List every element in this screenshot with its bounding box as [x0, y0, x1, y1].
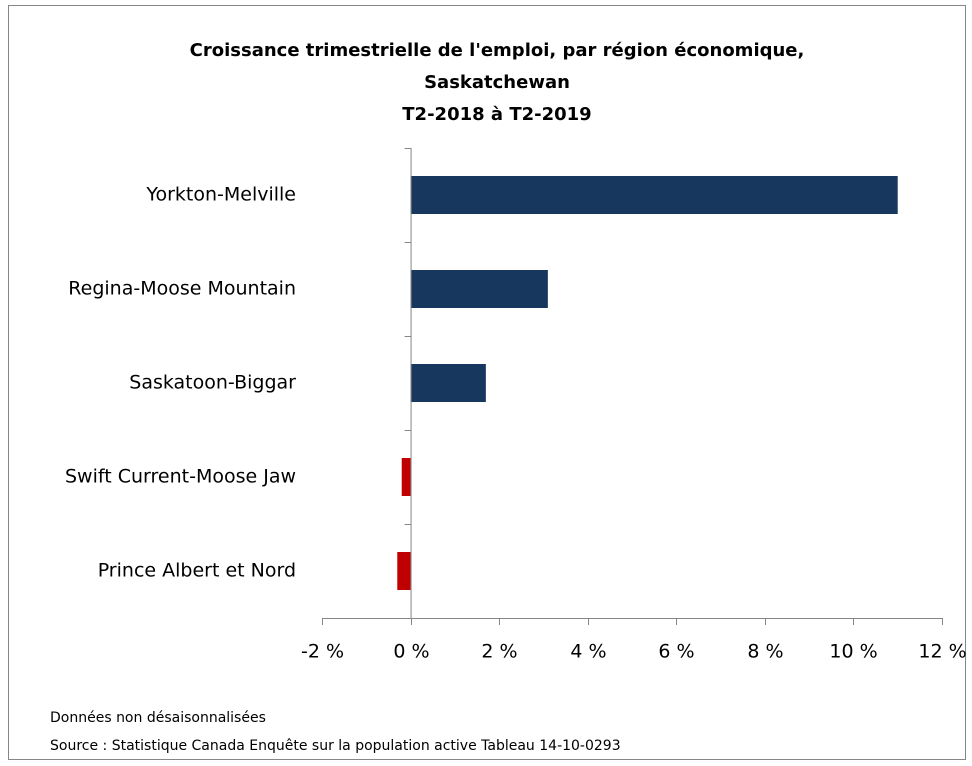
- y-tick-label: Yorkton-Melville: [145, 184, 296, 206]
- y-tick-label: Prince Albert et Nord: [98, 560, 296, 582]
- y-tick-label: Swift Current-Moose Jaw: [65, 466, 296, 488]
- bar: [397, 552, 411, 590]
- note: Données non désaisonnalisées: [50, 710, 266, 726]
- bar: [410, 364, 486, 402]
- chart-title: Saskatchewan: [424, 72, 570, 93]
- y-tick-label: Saskatoon-Biggar: [129, 372, 296, 394]
- x-tick-label: 12 %: [918, 641, 966, 663]
- x-tick-label: 6 %: [658, 641, 694, 663]
- x-tick-label: 10 %: [829, 641, 877, 663]
- bar: [410, 176, 898, 214]
- chart-title: Croissance trimestrielle de l'emploi, pa…: [190, 40, 805, 61]
- x-tick-label: 2 %: [481, 641, 517, 663]
- x-tick-label: 4 %: [570, 641, 606, 663]
- chart-border: [8, 5, 966, 760]
- x-tick-label: -2 %: [301, 641, 344, 663]
- bar: [401, 458, 411, 496]
- note: Source : Statistique Canada Enquête sur …: [50, 738, 621, 754]
- x-tick-label: 8 %: [747, 641, 783, 663]
- chart-title: T2-2018 à T2-2019: [402, 104, 591, 125]
- y-tick-label: Regina-Moose Mountain: [68, 278, 296, 300]
- bar: [410, 270, 548, 308]
- x-tick-label: 0 %: [393, 641, 429, 663]
